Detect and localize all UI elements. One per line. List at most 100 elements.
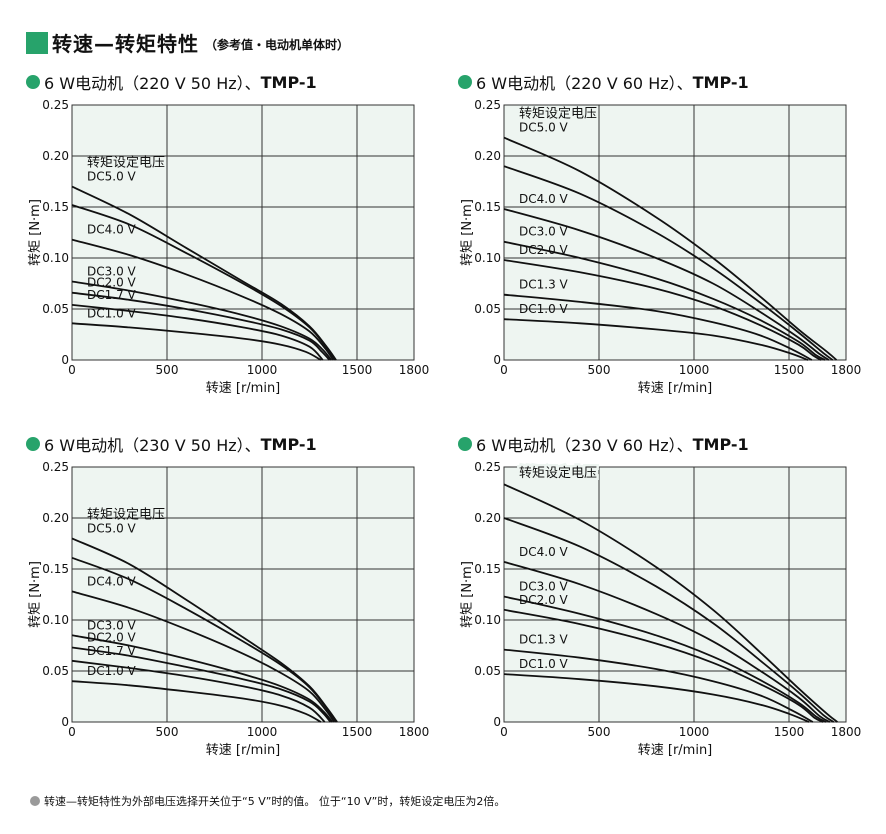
series-label: DC1.0 V bbox=[519, 657, 569, 671]
y-tick-label: 0 bbox=[493, 353, 501, 367]
x-tick-label: 1800 bbox=[399, 363, 430, 377]
series-curve bbox=[503, 595, 827, 723]
series-label: DC3.0 V bbox=[519, 225, 569, 239]
plot-area bbox=[71, 466, 415, 723]
y-axis-label: 转矩 [N·m] bbox=[460, 199, 475, 266]
series-label: DC2.0 V bbox=[519, 593, 569, 607]
group-label: 转矩设定电压 bbox=[87, 507, 165, 522]
x-tick-label: 1800 bbox=[399, 725, 430, 739]
y-tick-label: 0.15 bbox=[42, 200, 69, 214]
chart-panel-4: 6 W电动机（230 V 60 Hz）、 TMP-1 0 500 1000 1500 1… bbox=[458, 432, 886, 792]
chart-title-main: 6 W电动机（220 V 60 Hz）、 bbox=[476, 74, 693, 93]
torque-speed-plot: 0 500 1000 1500 1800 0 0.05 0.10 0.15 0.20 0.25 转速 … bbox=[460, 460, 861, 758]
series-curve bbox=[71, 280, 333, 361]
x-axis-label: 转速 [r/min] bbox=[638, 743, 713, 758]
chart-title-model: TMP-1 bbox=[260, 72, 317, 92]
y-tick-label: 0.25 bbox=[42, 98, 69, 112]
series-label: DC5.0 V bbox=[519, 467, 569, 481]
x-tick-label: 1800 bbox=[831, 363, 862, 377]
series-curve bbox=[503, 561, 831, 723]
y-tick-label: 0.10 bbox=[42, 251, 69, 265]
x-axis-label: 转速 [r/min] bbox=[206, 381, 281, 396]
page-title: 转速—转矩特性 （参考值・电动机单体时） bbox=[26, 28, 349, 57]
y-tick-label: 0.10 bbox=[474, 613, 501, 627]
x-tick-label: 500 bbox=[156, 363, 179, 377]
series-curve bbox=[503, 517, 835, 723]
series-curve bbox=[503, 165, 834, 361]
chart-panel-3: 6 W电动机（230 V 50 Hz）、 TMP-1 0 500 1000 1500 1… bbox=[26, 432, 456, 792]
torque-speed-plot: 0 500 1000 1500 1800 0 0.05 0.10 0.15 0.20 0.25 转速 … bbox=[460, 98, 862, 396]
bullet-dot-icon bbox=[26, 75, 40, 89]
chart-title-model: TMP-1 bbox=[692, 434, 749, 454]
chart-title-main: 6 W电动机（220 V 50 Hz）、 bbox=[44, 74, 261, 93]
series-curve bbox=[503, 208, 830, 361]
y-tick-label: 0.20 bbox=[474, 511, 501, 525]
y-tick-label: 0.25 bbox=[474, 98, 501, 112]
series-label: DC4.0 V bbox=[519, 545, 569, 559]
series-label: DC2.0 V bbox=[87, 631, 137, 645]
series-curve bbox=[71, 291, 331, 361]
x-tick-label: 1000 bbox=[679, 363, 710, 377]
x-tick-label: 0 bbox=[500, 363, 508, 377]
x-tick-label: 0 bbox=[500, 725, 508, 739]
y-tick-label: 0.15 bbox=[474, 200, 501, 214]
y-tick-label: 0.15 bbox=[474, 562, 501, 576]
series-label: DC3.0 V bbox=[87, 264, 137, 278]
y-tick-label: 0.25 bbox=[474, 460, 501, 474]
series-curve bbox=[71, 322, 322, 361]
footnote-dot-icon bbox=[30, 796, 40, 806]
series-curve bbox=[71, 238, 335, 361]
bullet-dot-icon bbox=[26, 437, 40, 451]
y-tick-label: 0.20 bbox=[42, 149, 69, 163]
chart-title: 6 W电动机（230 V 50 Hz）、 TMP-1 bbox=[26, 432, 317, 456]
series-curve bbox=[503, 136, 838, 361]
group-label: 转矩设定电压 bbox=[87, 156, 165, 171]
chart-title-main: 6 W电动机（230 V 60 Hz）、 bbox=[476, 436, 693, 455]
chart-title-model: TMP-1 bbox=[692, 72, 749, 92]
chart-title: 6 W电动机（220 V 50 Hz）、 TMP-1 bbox=[26, 70, 317, 94]
series-curve bbox=[503, 240, 826, 361]
y-tick-label: 0.10 bbox=[474, 251, 501, 265]
series-label: DC1.3 V bbox=[519, 278, 569, 292]
torque-speed-plot: 0 500 1000 1500 1800 0 0.05 0.10 0.15 0.20 0.25 转速 … bbox=[28, 98, 430, 396]
series-label: DC4.0 V bbox=[87, 223, 137, 237]
y-tick-label: 0 bbox=[61, 353, 69, 367]
footnote: 转速—转矩特性为外部电压选择开关位于“5 V”时的值。 位于“10 V”时，转矩… bbox=[30, 793, 505, 809]
y-tick-label: 0.05 bbox=[42, 664, 69, 678]
footnote-text: 转速—转矩特性为外部电压选择开关位于“5 V”时的值。 位于“10 V”时，转矩… bbox=[44, 795, 506, 808]
series-curve bbox=[71, 659, 326, 723]
y-tick-label: 0 bbox=[61, 715, 69, 729]
x-tick-label: 1000 bbox=[247, 725, 278, 739]
series-label: DC4.0 V bbox=[519, 192, 569, 206]
series-label: DC1.3 V bbox=[519, 633, 569, 647]
y-tick-label: 0.20 bbox=[474, 149, 501, 163]
series-label: DC1.0 V bbox=[87, 664, 137, 678]
y-tick-label: 0.10 bbox=[42, 613, 69, 627]
y-tick-label: 0.20 bbox=[42, 511, 69, 525]
torque-speed-plot: 0 500 1000 1500 1800 0 0.05 0.10 0.15 0.20 0.25 转速 … bbox=[28, 460, 430, 758]
x-tick-label: 1000 bbox=[679, 725, 710, 739]
series-label: DC5.0 V bbox=[519, 121, 569, 135]
series-curve bbox=[71, 590, 335, 723]
x-tick-label: 500 bbox=[588, 725, 611, 739]
series-label: DC5.0 V bbox=[87, 170, 137, 184]
x-tick-label: 0 bbox=[68, 363, 76, 377]
x-tick-label: 0 bbox=[68, 725, 76, 739]
y-axis-label: 转矩 [N·m] bbox=[460, 561, 475, 628]
series-curve bbox=[503, 608, 824, 723]
x-tick-label: 500 bbox=[588, 363, 611, 377]
series-curve bbox=[503, 483, 838, 723]
bullet-dot-icon bbox=[458, 437, 472, 451]
y-tick-label: 0.15 bbox=[42, 562, 69, 576]
y-axis-label: 转矩 [N·m] bbox=[28, 561, 43, 628]
x-tick-label: 1500 bbox=[774, 363, 805, 377]
chart-title: 6 W电动机（220 V 60 Hz）、 TMP-1 bbox=[458, 70, 749, 94]
x-tick-label: 1500 bbox=[774, 725, 805, 739]
series-label: DC3.0 V bbox=[87, 618, 137, 632]
series-curve bbox=[71, 556, 337, 723]
x-axis-label: 转速 [r/min] bbox=[206, 743, 281, 758]
chart-title: 6 W电动机（230 V 60 Hz）、 TMP-1 bbox=[458, 432, 749, 456]
bullet-dot-icon bbox=[458, 75, 472, 89]
series-label: DC1.0 V bbox=[519, 302, 569, 316]
series-label: DC3.0 V bbox=[519, 580, 569, 594]
